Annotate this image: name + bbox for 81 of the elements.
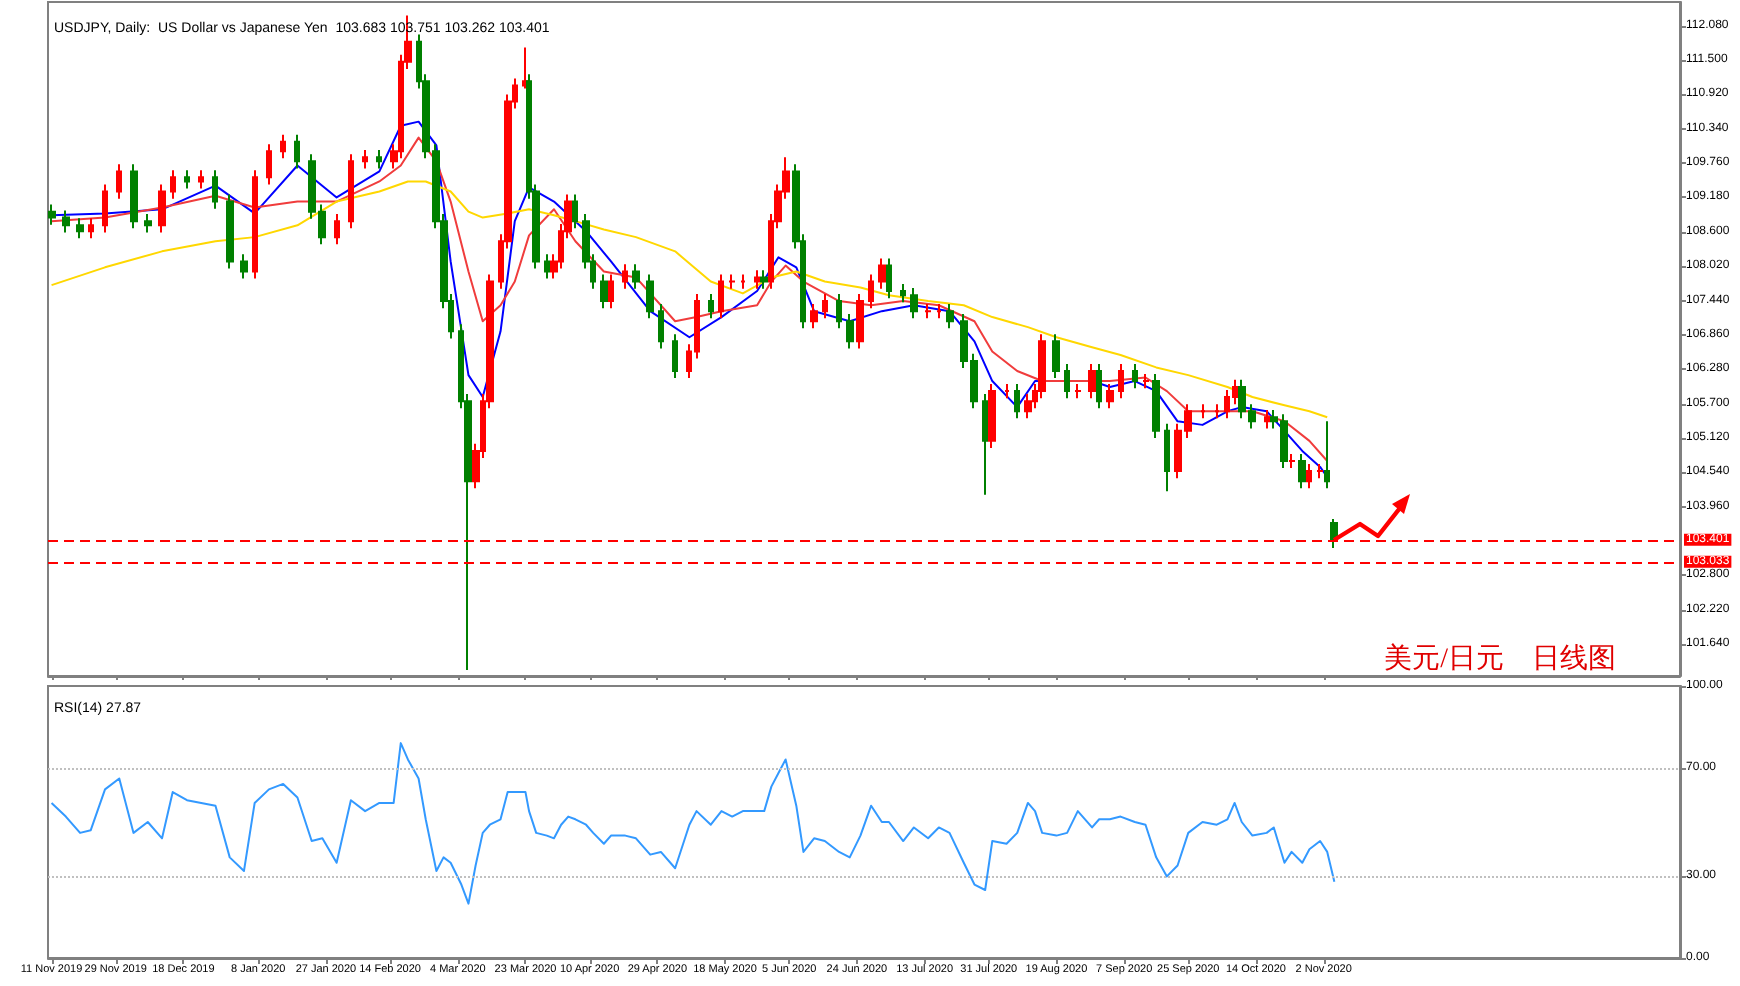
candlestick (868, 273, 874, 310)
candlestick (1316, 462, 1324, 480)
candlestick (1306, 462, 1312, 490)
candlestick (924, 303, 932, 320)
candlestick (1288, 452, 1296, 470)
candlestick (900, 282, 906, 304)
candlestick (936, 303, 942, 320)
candlestick (846, 313, 854, 350)
candlestick (170, 169, 176, 200)
candlestick (266, 143, 272, 186)
candlestick (88, 217, 94, 240)
candlestick (754, 269, 760, 290)
candlestick (658, 303, 664, 350)
candlestick (130, 163, 138, 230)
candlestick (1088, 362, 1096, 400)
candlestick (116, 163, 122, 200)
candlestick (910, 287, 918, 320)
candlestick (810, 303, 818, 330)
candlestick (158, 183, 166, 234)
candlestick (1132, 362, 1138, 390)
candlestick (280, 133, 286, 160)
candlestick (856, 292, 864, 350)
candlestick (1038, 333, 1046, 400)
candlestick (240, 253, 248, 280)
candlestick (988, 383, 996, 449)
candlestick (226, 193, 234, 270)
candlestick (348, 153, 354, 230)
candlestick (1324, 420, 1330, 490)
candlestick (522, 46, 528, 90)
candlestick (728, 273, 736, 290)
candlestick (740, 273, 746, 290)
candlestick (1106, 383, 1114, 410)
candlestick (1298, 452, 1306, 490)
candlestick (62, 209, 70, 234)
candlestick (946, 303, 954, 330)
candlestick (1330, 517, 1338, 549)
candlestick (1142, 372, 1150, 390)
candlestick (836, 292, 842, 330)
candlestick (1064, 362, 1070, 400)
candlestick (600, 273, 608, 310)
candlestick (376, 149, 382, 170)
candlestick (362, 149, 368, 170)
line-series (50, 180, 1329, 419)
candlestick (1004, 383, 1010, 400)
candlestick (334, 213, 340, 246)
candlestick (184, 169, 190, 190)
candlestick (294, 133, 300, 170)
candlestick (48, 203, 56, 226)
candlestick (76, 217, 84, 240)
candlestick (760, 269, 768, 290)
candlestick (1224, 388, 1230, 420)
candlestick (982, 393, 988, 496)
candlestick (708, 292, 714, 320)
candlestick (1118, 362, 1124, 400)
candlestick (718, 273, 724, 320)
candlestick (878, 257, 886, 290)
candlestick (646, 273, 654, 320)
candlestick (198, 169, 204, 190)
candlestick (544, 253, 550, 280)
candlestick (622, 263, 628, 290)
candlestick (632, 263, 640, 290)
candlestick (252, 169, 258, 280)
candlestick (212, 169, 218, 210)
candlestick (1096, 362, 1102, 410)
candlestick (1052, 333, 1060, 380)
candlestick (1214, 403, 1220, 420)
annotation: 美元/日元 日线图 (1384, 643, 1616, 675)
candlestick (1200, 403, 1206, 420)
candlestick (608, 273, 614, 310)
candlestick (822, 292, 828, 320)
candlestick (1014, 383, 1020, 420)
candlestick (102, 183, 108, 234)
candlestick (1152, 372, 1160, 439)
line-series (50, 742, 1336, 905)
candlestick (1264, 409, 1270, 430)
candlestick (1074, 383, 1082, 400)
candlestick (886, 257, 892, 300)
candlestick (1164, 422, 1170, 493)
candlestick (672, 333, 678, 380)
candlestick (144, 213, 152, 234)
candlestick (572, 193, 578, 230)
